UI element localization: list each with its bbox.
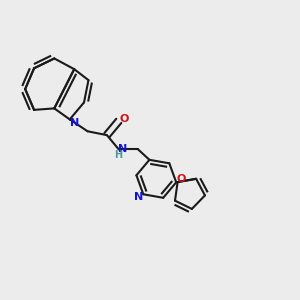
Text: N: N — [118, 144, 127, 154]
Text: O: O — [119, 114, 129, 124]
Text: N: N — [70, 118, 79, 128]
Text: N: N — [134, 192, 143, 202]
Text: H: H — [114, 150, 122, 160]
Text: O: O — [176, 174, 186, 184]
